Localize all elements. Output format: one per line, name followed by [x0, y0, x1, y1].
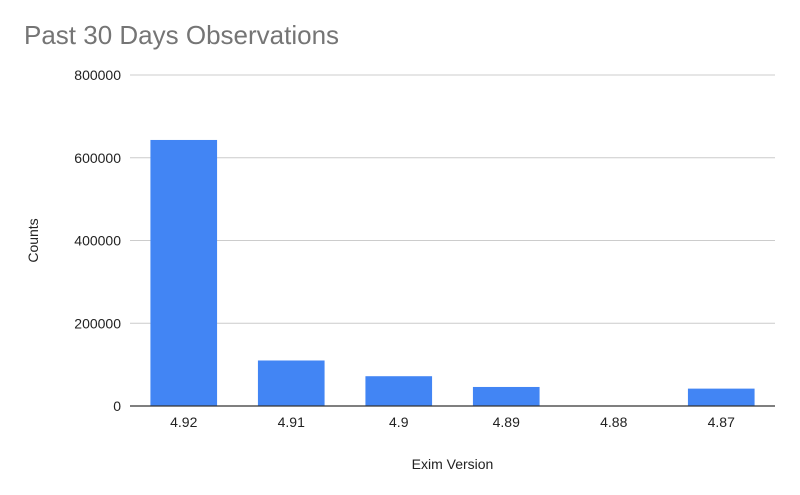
y-tick-label: 200000 — [74, 315, 121, 331]
x-axis-title: Exim Version — [412, 456, 494, 472]
x-tick-label: 4.89 — [493, 414, 520, 430]
x-tick-label: 4.91 — [278, 414, 305, 430]
bar-4.87 — [687, 388, 755, 406]
bars — [150, 139, 755, 407]
gridlines — [130, 74, 775, 324]
bar-4.91 — [257, 360, 325, 406]
chart-title: Past 30 Days Observations — [24, 20, 340, 50]
x-tick-label: 4.88 — [600, 414, 627, 430]
y-axis-ticks: 0 200000 400000 600000 800000 — [74, 67, 121, 414]
y-axis-title: Counts — [25, 218, 41, 262]
x-axis-ticks: 4.92 4.91 4.9 4.89 4.88 4.87 — [170, 414, 735, 430]
y-tick-label: 400000 — [74, 233, 121, 249]
y-tick-label: 0 — [113, 398, 121, 414]
y-tick-label: 600000 — [74, 150, 121, 166]
bar-4.9 — [365, 376, 433, 406]
bar-4.89 — [472, 386, 540, 406]
y-tick-label: 800000 — [74, 67, 121, 83]
bar-4.92 — [150, 139, 218, 407]
x-tick-label: 4.9 — [389, 414, 409, 430]
x-tick-label: 4.92 — [170, 414, 197, 430]
x-tick-label: 4.87 — [708, 414, 735, 430]
